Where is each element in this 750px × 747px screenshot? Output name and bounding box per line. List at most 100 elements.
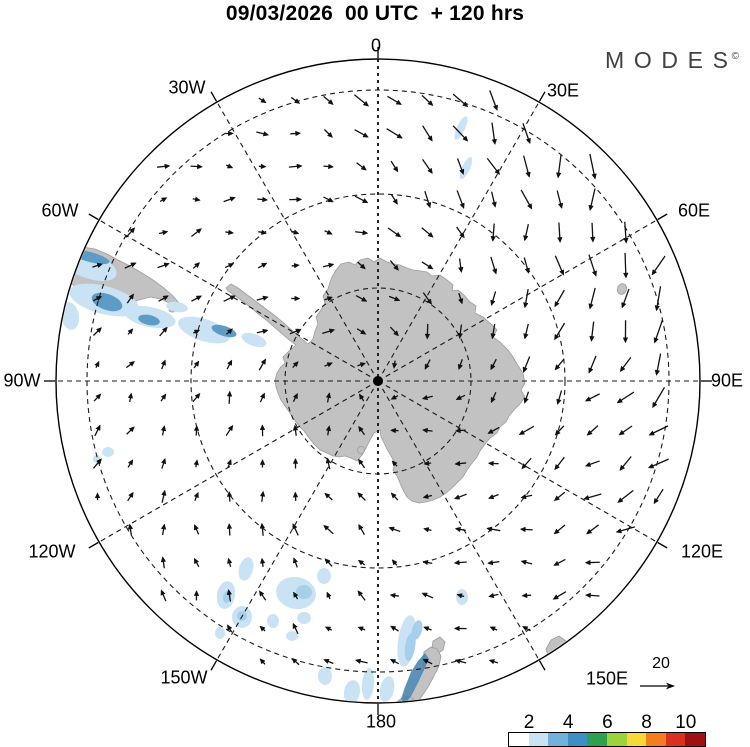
wind-arrow [358,425,366,436]
wind-arrow [259,392,265,403]
wind-arrow [490,291,497,307]
precip-area [297,697,315,702]
wind-arrow [387,95,403,105]
wind-arrow [389,427,399,434]
wind-arrow [421,261,434,270]
wind-arrow [452,125,469,142]
wind-arrow [386,128,403,139]
wind-arrow [457,359,463,371]
wind-arrow [323,524,334,535]
precip-area [296,584,312,600]
wind-arrow [422,527,432,533]
wind-arrow [259,522,266,536]
wind-arrow [158,230,169,236]
wind-arrow [324,558,333,567]
wind-arrow [160,523,167,536]
wind-arrow [421,227,434,238]
wind-arrow [457,324,463,340]
wind-arrow [422,626,432,632]
wind-arrow [487,460,499,467]
wind-arrow [226,522,233,536]
wind-arrow [421,592,434,599]
wind-arrow [291,262,300,269]
wind-arrow [618,425,633,436]
wind-arrow [259,424,266,437]
wind-arrow [490,358,497,371]
wind-arrow [357,590,366,601]
precip-layer [59,116,473,702]
wind-arrow [259,625,266,632]
colorbar-cell-1 [509,733,529,746]
wind-arrow [94,360,100,368]
wind-arrow [258,163,267,170]
wind-arrow [357,559,366,566]
wind-arrow [224,263,235,269]
wind-arrow [491,191,497,208]
wind-arrow [623,221,629,244]
wind-arrow [324,626,333,632]
precip-area [297,612,311,624]
wind-arrow [619,356,632,373]
wind-arrow [226,359,233,370]
meridian-tick [210,660,218,671]
wind-arrow [556,154,562,179]
wind-arrow [391,460,398,467]
wind-arrow [160,589,167,602]
precip-area [456,589,468,605]
wind-arrow [256,328,269,335]
wind-arrow [557,222,563,244]
wind-arrow [259,557,266,567]
land-island [357,446,365,454]
wind-arrow [424,359,431,370]
wind-arrow [456,158,465,176]
wind-arrow [226,458,232,468]
wind-arrow [322,262,335,269]
colorbar-cell-5 [587,733,607,746]
wind-arrow [357,261,366,270]
wind-arrow [487,559,500,566]
wind-arrow [424,190,432,209]
precip-area [276,576,316,610]
wind-arrow [190,163,204,170]
colorbar-cell-6 [606,733,627,746]
reference-arrow-glyph [640,682,675,690]
wind-arrow [161,489,167,503]
wind-arrow [454,427,466,434]
wind-arrow [453,625,467,632]
colorbar-tick-label-4: 4 [562,712,574,733]
wind-arrow [588,287,596,310]
wind-arrow [160,393,167,402]
wind-arrow [553,524,566,535]
colorbar-cell-9 [665,733,686,746]
wind-arrow [358,393,365,402]
wind-arrow [389,592,399,599]
wind-arrow [357,492,366,501]
wind-arrow [257,262,268,269]
wind-arrow [192,392,201,403]
wind-arrow [356,162,367,171]
wind-arrow [458,258,464,274]
precip-area [138,314,160,326]
wind-arrow [584,559,600,566]
wind-reference-arrow: 20 [626,655,696,697]
wind-arrow [453,559,467,566]
wind-arrow [125,360,136,369]
wind-arrow [157,163,171,170]
wind-arrow [291,229,300,235]
meridian-line [98,380,379,543]
wind-arrow [488,592,499,599]
wind-arrow [192,196,201,202]
wind-arrow [520,493,533,500]
wind-arrow [127,459,134,468]
wind-arrow [256,131,270,137]
wind-arrow [326,591,332,600]
precip-area [178,316,230,344]
wind-arrow [193,459,199,468]
wind-arrow [456,190,465,210]
wind-arrow [554,358,565,371]
wind-arrow [454,658,467,664]
colorbar-tick-label-10: 10 [675,712,697,733]
wind-arrow [392,360,398,370]
wind-arrow [651,255,666,276]
wind-arrow [94,492,101,501]
